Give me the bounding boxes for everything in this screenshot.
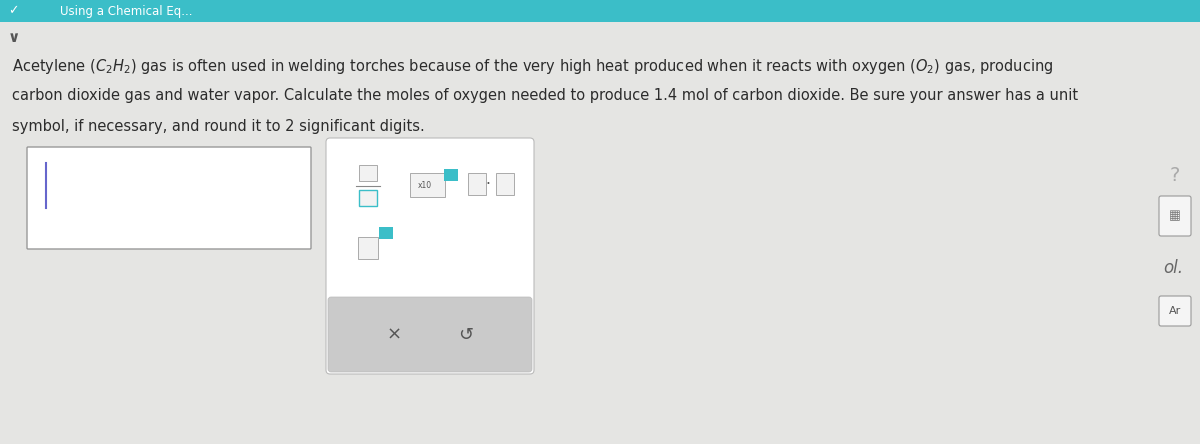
Bar: [444, 169, 458, 181]
Text: ?: ?: [1170, 166, 1180, 185]
Text: Using a Chemical Eq...: Using a Chemical Eq...: [60, 4, 192, 17]
Bar: [358, 237, 378, 259]
Text: x10: x10: [418, 181, 432, 190]
Text: ∨: ∨: [8, 31, 20, 45]
FancyBboxPatch shape: [326, 138, 534, 374]
Text: ✓: ✓: [8, 4, 18, 17]
Text: ↺: ↺: [458, 326, 474, 344]
Text: ·: ·: [486, 177, 491, 191]
FancyBboxPatch shape: [328, 297, 532, 372]
Bar: [379, 227, 394, 239]
Text: Ar: Ar: [1169, 306, 1181, 316]
FancyBboxPatch shape: [1159, 196, 1190, 236]
Text: ol.: ol.: [1163, 259, 1183, 277]
Text: ▦: ▦: [1169, 210, 1181, 222]
Bar: [0, 0, 1200, 22]
Bar: [496, 173, 514, 195]
Bar: [359, 190, 377, 206]
Text: ×: ×: [386, 326, 402, 344]
FancyBboxPatch shape: [28, 147, 311, 249]
FancyBboxPatch shape: [1159, 296, 1190, 326]
Text: symbol, if necessary, and round it to 2 significant digits.: symbol, if necessary, and round it to 2 …: [12, 119, 425, 134]
Bar: [468, 173, 486, 195]
Bar: [359, 165, 377, 181]
Bar: [410, 173, 445, 197]
Text: carbon dioxide gas and water vapor. Calculate the moles of oxygen needed to prod: carbon dioxide gas and water vapor. Calc…: [12, 88, 1078, 103]
Text: Acetylene $(C_2H_2)$ gas is often used in welding torches because of the very hi: Acetylene $(C_2H_2)$ gas is often used i…: [12, 57, 1054, 76]
